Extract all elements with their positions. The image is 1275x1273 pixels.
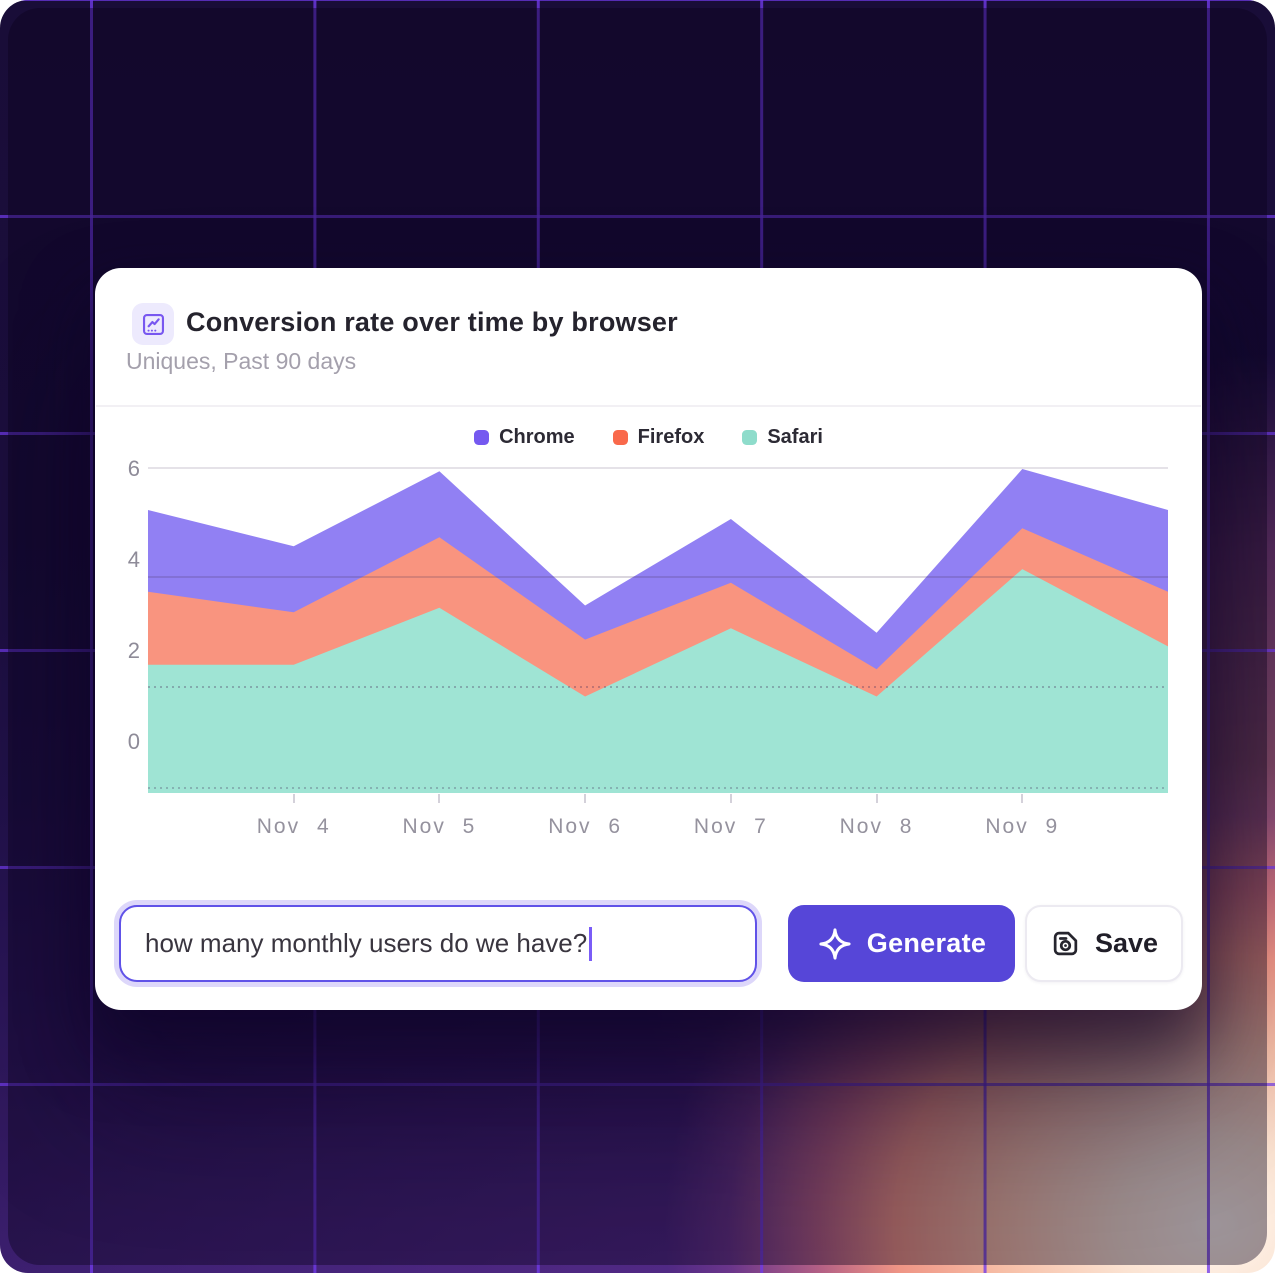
x-axis-label: Nov 6	[548, 815, 623, 838]
y-axis-label: 4	[127, 547, 140, 572]
legend-label: Firefox	[637, 426, 705, 448]
chart-line-icon	[132, 303, 174, 345]
sparkle-icon	[817, 926, 853, 962]
legend-item-safari: Safari	[742, 426, 823, 449]
x-axis-tick	[1021, 794, 1024, 803]
x-axis-tick	[875, 794, 878, 803]
area-safari	[148, 569, 1168, 793]
generate-button-label: Generate	[866, 928, 987, 958]
chart-legend: Chrome Firefox Safari	[95, 426, 1202, 449]
prompt-row: how many monthly users do we have? Gener…	[95, 905, 1202, 982]
save-icon	[1050, 928, 1081, 959]
header-divider	[96, 405, 1201, 407]
save-button-label: Save	[1094, 928, 1159, 958]
legend-swatch-safari	[742, 430, 758, 445]
x-axis-tick	[438, 794, 441, 803]
save-button[interactable]: Save	[1025, 905, 1183, 982]
chart-title: Conversion rate over time by browser	[186, 307, 678, 337]
prompt-input-value: how many monthly users do we have?	[145, 928, 588, 958]
text-caret	[589, 926, 593, 961]
x-axis-tick	[729, 794, 732, 803]
legend-label: Safari	[767, 426, 823, 448]
x-axis-tick	[292, 794, 295, 803]
legend-swatch-firefox	[612, 430, 628, 445]
x-axis-label: Nov 8	[839, 815, 914, 838]
y-axis-label: 6	[127, 456, 140, 481]
x-axis-label: Nov 9	[985, 815, 1060, 838]
y-axis-label: 2	[127, 638, 140, 663]
x-axis-label: Nov 5	[402, 815, 477, 838]
legend-label: Chrome	[499, 426, 575, 448]
chart-plot	[148, 455, 1168, 793]
chart-card: Conversion rate over time by browser Uni…	[95, 268, 1202, 1010]
x-axis-tick	[584, 794, 587, 803]
chart-subtitle: Uniques, Past 90 days	[126, 348, 357, 374]
legend-swatch-chrome	[474, 430, 490, 445]
y-axis-label: 0	[127, 729, 140, 754]
x-axis-label: Nov 7	[693, 815, 768, 838]
legend-item-chrome: Chrome	[474, 426, 575, 449]
plot-svg	[148, 467, 1168, 793]
generate-button[interactable]: Generate	[788, 905, 1015, 982]
prompt-input[interactable]: how many monthly users do we have?	[119, 905, 757, 982]
chart-area: 6 4 2 0 Nov 4 Nov 5 Nov 6 Nov 7 Nov 8 Nov 9	[95, 455, 1202, 855]
legend-item-firefox: Firefox	[612, 426, 705, 449]
x-axis-label: Nov 4	[256, 815, 331, 838]
